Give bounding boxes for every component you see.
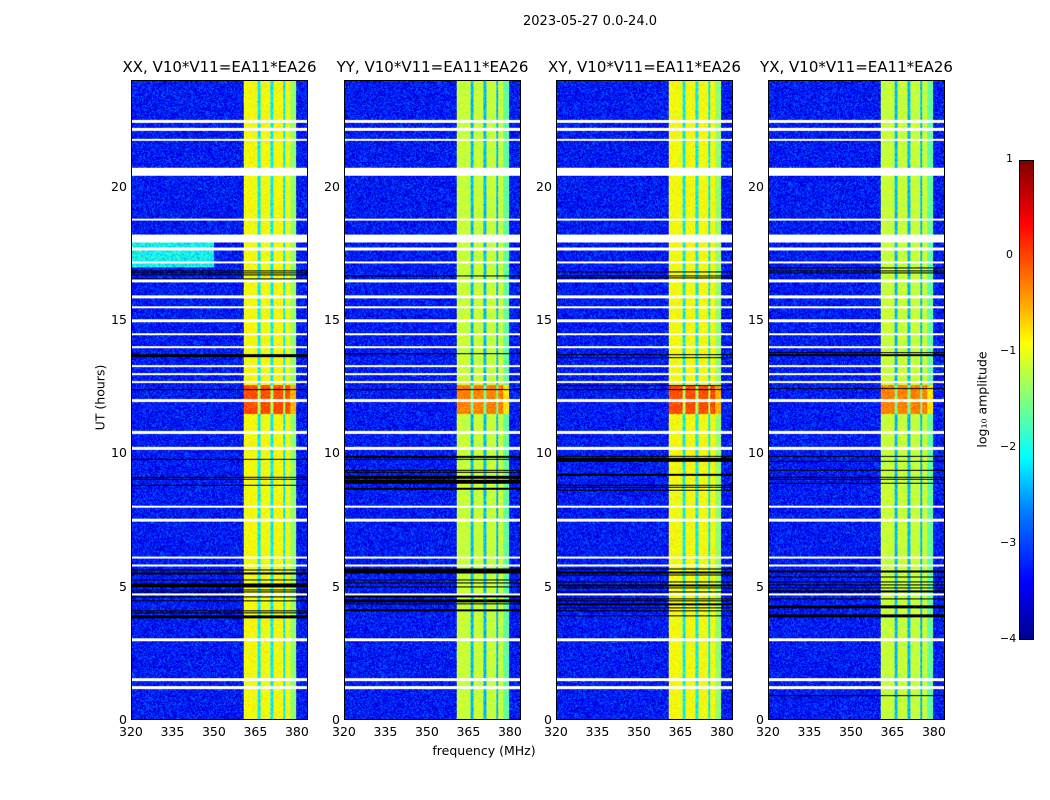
x-tick-label: 380 <box>921 724 946 739</box>
y-tick-label: 0 <box>756 712 764 727</box>
colorbar-tick-label: −3 <box>1000 536 1017 549</box>
y-tick-label: 5 <box>756 578 764 594</box>
y-tick-label: 0 <box>119 712 127 727</box>
heatmap-image <box>345 81 520 719</box>
heatmap-image <box>557 81 732 719</box>
heatmap-image <box>769 81 944 719</box>
colorbar-tick-label: −4 <box>1000 632 1017 645</box>
y-tick-label: 10 <box>324 445 340 461</box>
y-axis-label: UT (hours) <box>92 364 108 431</box>
y-tick-label: 0 <box>544 712 552 727</box>
x-tick-label: 380 <box>497 724 522 739</box>
x-tick-label: 320 <box>756 724 780 739</box>
x-tick-label: 335 <box>797 724 822 739</box>
colorbar-tick-label: 1 <box>1006 152 1013 165</box>
x-tick-label: 380 <box>284 724 309 739</box>
x-tick-label: 350 <box>626 724 651 739</box>
y-tick-label: 20 <box>748 178 764 194</box>
y-tick-label: 5 <box>332 578 340 594</box>
y-tick-label: 20 <box>324 178 340 194</box>
y-tick-label: 15 <box>111 312 127 327</box>
y-tick-label: 15 <box>536 312 552 327</box>
y-tick-label: 15 <box>324 312 340 327</box>
y-tick-label: 0 <box>332 712 340 727</box>
y-tick-label: 20 <box>111 178 127 194</box>
heatmap-image <box>132 81 307 719</box>
panel-title: XX, V10*V11=EA11*EA26 <box>122 58 317 76</box>
figure-title: 2023-05-27 0.0-24.0 <box>523 14 657 29</box>
x-tick-label: 320 <box>544 724 568 739</box>
x-tick-label: 335 <box>160 724 185 739</box>
colorbar-tick-label: −2 <box>1000 440 1017 453</box>
y-tick-label: 10 <box>111 445 127 461</box>
x-tick-label: 335 <box>373 724 398 739</box>
x-tick-label: 365 <box>456 724 481 739</box>
heatmap-panel <box>344 80 521 720</box>
x-tick-label: 320 <box>119 724 143 739</box>
y-tick-label: 10 <box>748 445 764 461</box>
panel-title: XY, V10*V11=EA11*EA26 <box>548 58 741 76</box>
heatmap-panel <box>556 80 733 720</box>
heatmap-panel <box>768 80 945 720</box>
colorbar-label: log₁₀ amplitude <box>974 351 990 448</box>
y-tick-label: 10 <box>536 445 552 461</box>
colorbar-tick-label: 0 <box>1006 248 1013 261</box>
panel-title: YY, V10*V11=EA11*EA26 <box>336 58 529 76</box>
x-tick-label: 350 <box>414 724 439 739</box>
x-tick-label: 335 <box>585 724 610 739</box>
colorbar <box>1019 160 1034 640</box>
heatmap-panel <box>131 80 308 720</box>
x-axis-label: frequency (MHz) <box>432 743 536 758</box>
x-tick-label: 365 <box>668 724 693 739</box>
y-tick-label: 5 <box>544 578 552 594</box>
y-tick-label: 15 <box>748 312 764 327</box>
x-tick-label: 365 <box>243 724 268 739</box>
x-tick-label: 350 <box>838 724 863 739</box>
x-tick-label: 320 <box>332 724 356 739</box>
y-tick-label: 20 <box>536 178 552 194</box>
colorbar-tick-label: −1 <box>1000 344 1017 357</box>
x-tick-label: 380 <box>709 724 734 739</box>
x-tick-label: 365 <box>880 724 905 739</box>
y-tick-label: 5 <box>119 578 127 594</box>
x-tick-label: 350 <box>201 724 226 739</box>
panel-title: YX, V10*V11=EA11*EA26 <box>760 58 953 76</box>
